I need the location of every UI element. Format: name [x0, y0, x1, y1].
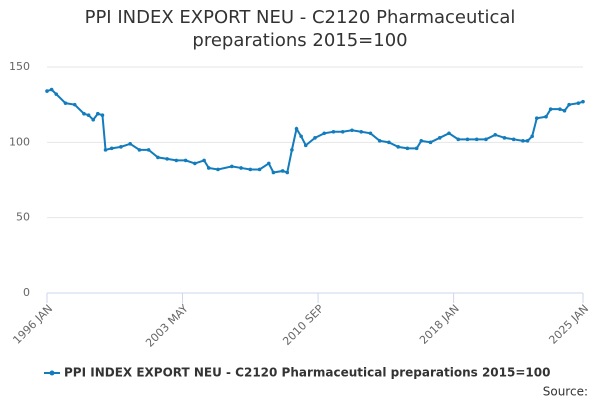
point	[63, 101, 68, 105]
point	[368, 131, 373, 136]
point	[202, 158, 206, 163]
point	[414, 146, 419, 151]
x-tick-label: 2003 MAY	[143, 302, 191, 350]
point	[174, 158, 179, 163]
point	[91, 117, 96, 122]
point	[331, 129, 336, 134]
chart-title: PPI INDEX EXPORT NEU - C2120 Pharmaceuti…	[84, 7, 516, 51]
point	[72, 102, 77, 107]
point	[239, 166, 243, 170]
point	[340, 129, 345, 134]
point	[447, 131, 451, 136]
point	[45, 89, 49, 93]
point	[100, 113, 105, 118]
point	[534, 116, 539, 121]
legend-marker	[49, 370, 55, 376]
point	[562, 108, 567, 113]
point	[216, 167, 220, 172]
x-tick-label: 1996 JAN	[10, 302, 55, 347]
point	[493, 133, 498, 137]
point	[103, 148, 108, 152]
point	[484, 137, 488, 142]
point	[350, 128, 354, 133]
y-tick-label: 150	[9, 60, 30, 73]
point	[521, 139, 525, 143]
point	[474, 137, 479, 142]
x-tick-label: 2010 SEP	[280, 302, 326, 348]
point	[128, 142, 132, 146]
point	[359, 129, 364, 134]
point	[581, 99, 585, 104]
point	[299, 134, 303, 139]
point	[419, 139, 424, 143]
point	[511, 137, 516, 142]
point	[54, 92, 59, 96]
point	[119, 145, 123, 149]
series-line	[46, 88, 584, 174]
y-tick-label: 50	[16, 211, 30, 224]
point	[137, 148, 142, 152]
x-tick-label: 2025 JAN	[546, 302, 591, 347]
point	[49, 87, 54, 92]
point	[86, 113, 91, 118]
point	[567, 102, 571, 107]
point	[313, 136, 317, 140]
point	[183, 158, 188, 163]
point	[280, 169, 285, 173]
point	[530, 134, 534, 139]
point	[266, 161, 271, 166]
point	[387, 140, 391, 145]
point	[294, 126, 299, 131]
point	[303, 143, 308, 148]
point	[377, 139, 382, 143]
point	[193, 161, 197, 166]
point	[548, 107, 553, 111]
point	[96, 111, 100, 116]
point	[544, 114, 548, 119]
point	[576, 101, 581, 105]
source: Source:	[543, 385, 588, 399]
point	[502, 136, 507, 140]
point	[82, 111, 86, 116]
point	[437, 136, 442, 140]
y-tick-label: 0	[23, 286, 30, 299]
point	[206, 166, 211, 170]
point	[525, 139, 530, 143]
point	[456, 137, 461, 142]
point	[405, 146, 410, 151]
point	[558, 107, 562, 111]
point	[465, 137, 470, 142]
point	[146, 148, 151, 152]
point	[156, 155, 160, 160]
point	[271, 170, 276, 175]
legend-label: PPI INDEX EXPORT NEU - C2120 Pharmaceuti…	[64, 366, 550, 380]
point	[428, 140, 433, 145]
y-tick-label: 100	[9, 135, 30, 148]
point	[230, 164, 234, 169]
point	[257, 167, 262, 172]
point	[396, 145, 400, 149]
point	[109, 146, 114, 151]
point	[322, 131, 327, 136]
x-tick-label: 2018 JAN	[417, 302, 462, 347]
point	[165, 157, 169, 161]
point	[285, 170, 290, 175]
point	[290, 148, 294, 152]
point	[248, 167, 253, 172]
